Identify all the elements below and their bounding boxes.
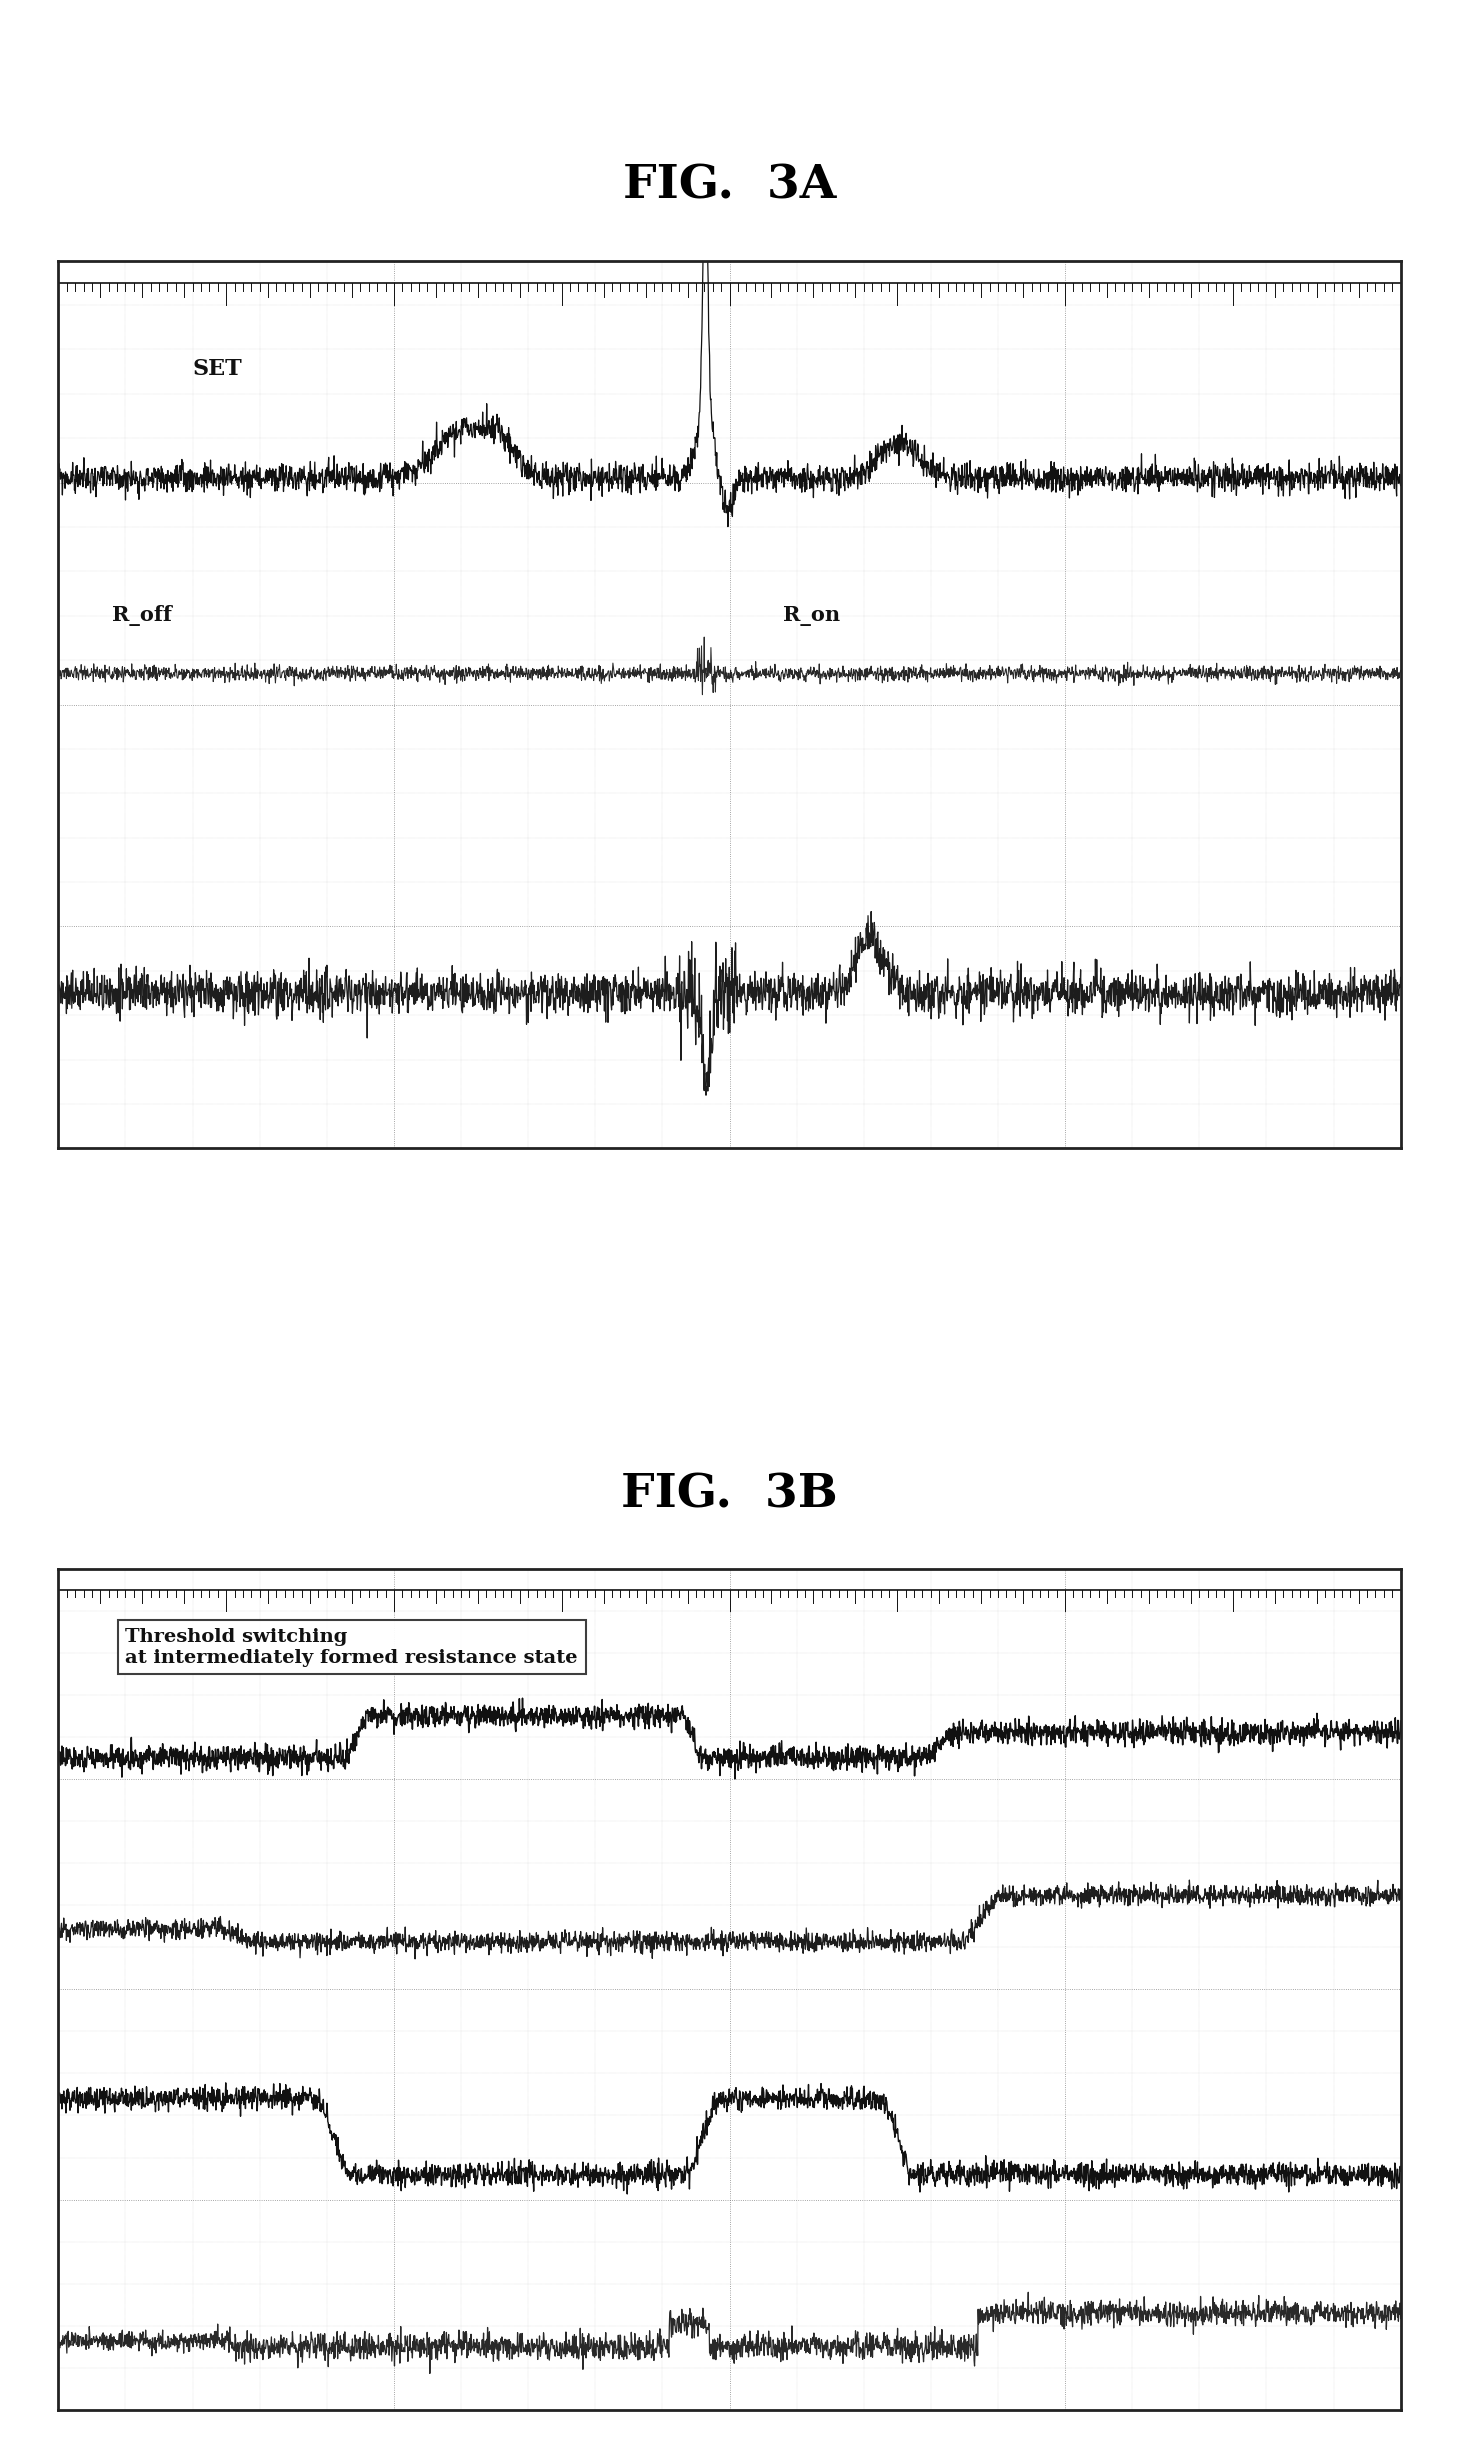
Text: Threshold switching
at intermediately formed resistance state: Threshold switching at intermediately fo…	[125, 1628, 578, 1667]
Text: SET: SET	[193, 359, 242, 381]
Text: FIG.  3A: FIG. 3A	[623, 162, 836, 209]
Text: R_off: R_off	[112, 605, 172, 627]
Text: FIG.  3B: FIG. 3B	[622, 1470, 837, 1517]
Text: R_on: R_on	[783, 605, 840, 625]
